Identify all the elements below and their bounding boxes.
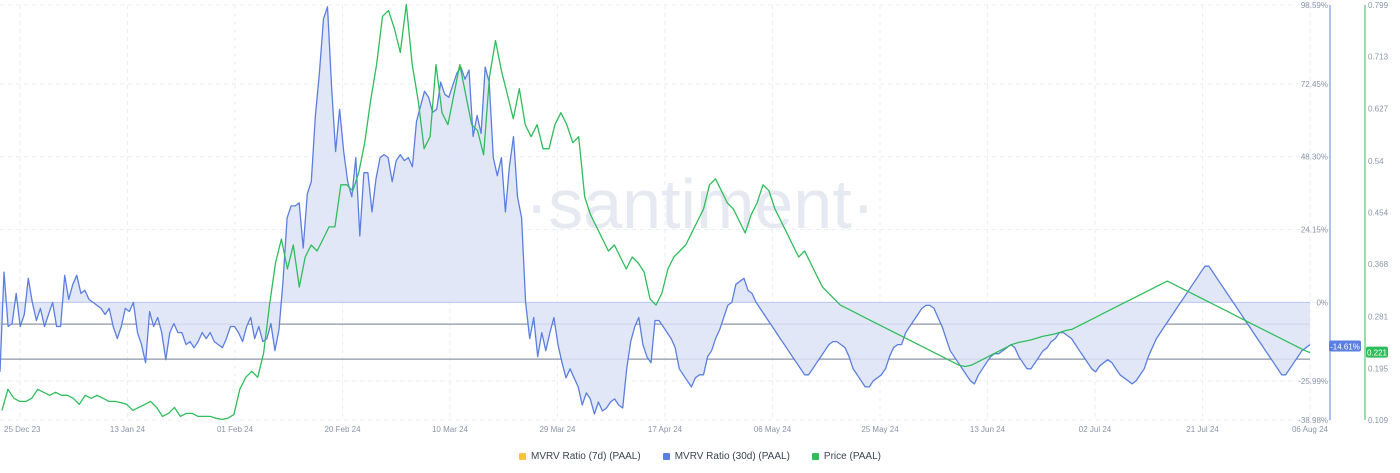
legend-swatch-price	[811, 452, 819, 460]
x-tick-label: 21 Jul 24	[1186, 425, 1219, 434]
left-tick-label: -38.98%	[1298, 416, 1328, 425]
left-tick-label: 72.45%	[1301, 80, 1328, 89]
left-tick-label: -25.99%	[1298, 377, 1328, 386]
x-tick-label: 10 Mar 24	[432, 425, 469, 434]
x-tick-label: 01 Feb 24	[217, 425, 254, 434]
x-tick-label: 25 Dec 23	[4, 425, 41, 434]
right-tick-label: 0.109	[1368, 416, 1389, 425]
price-badge-bg	[1366, 346, 1388, 358]
x-tick-label: 13 Jun 24	[970, 425, 1006, 434]
legend-item-mvrv-7d[interactable]: MVRV Ratio (7d) (PAAL)	[519, 451, 641, 462]
legend-label-price: Price (PAAL)	[823, 450, 881, 462]
mvrv-badge-label: -14.61%	[1330, 342, 1360, 351]
x-tick-label: 13 Jan 24	[110, 425, 146, 434]
mvrv-30d-line	[0, 6, 1311, 415]
legend-label-mvrv-7d: MVRV Ratio (7d) (PAAL)	[531, 450, 641, 462]
x-axis-ticks: 25 Dec 23 13 Jan 24 01 Feb 24 20 Feb 24 10 M…	[4, 425, 1329, 434]
right-tick-label: 0.281	[1368, 313, 1389, 322]
x-tick-label: 20 Feb 24	[324, 425, 361, 434]
x-tick-label: 06 May 24	[754, 425, 792, 434]
mvrv-badge-bg	[1329, 340, 1361, 352]
mvrv-price-chart: ·santiment· 98.59% 72.45% 48.30% 24.15% 0% -2…	[0, 1, 1389, 434]
right-tick-label: 0.454	[1368, 209, 1389, 218]
right-tick-label: 0.368	[1368, 260, 1389, 269]
legend-swatch-mvrv-30d	[662, 452, 670, 460]
right-tick-label: 0.54	[1368, 157, 1384, 166]
x-tick-label: 25 May 24	[861, 425, 899, 434]
legend-item-price[interactable]: Price (PAAL)	[811, 450, 881, 462]
right-tick-label: 0.713	[1368, 53, 1389, 62]
right-axis-ticks: 0.799 0.713 0.627 0.54 0.454 0.368 0.281 0.195 0…	[1368, 1, 1389, 425]
right-tick-label: 0.627	[1368, 104, 1389, 113]
left-tick-label: 24.15%	[1301, 226, 1328, 235]
mvrv-30d-area	[0, 6, 1310, 415]
left-tick-label: 98.59%	[1301, 1, 1328, 10]
x-tick-label: 06 Aug 24	[1292, 425, 1329, 434]
last-value-badges: -14.61% 0.221	[1329, 340, 1388, 358]
x-tick-label: 02 Jul 24	[1079, 425, 1112, 434]
legend: MVRV Ratio (7d) (PAAL) MVRV Ratio (30d) …	[0, 448, 1400, 464]
left-axis-ticks: 98.59% 72.45% 48.30% 24.15% 0% -25.99% -38.98%	[1298, 1, 1328, 425]
price-line	[1, 3, 1311, 421]
left-tick-label: 48.30%	[1301, 153, 1328, 162]
series-group	[0, 3, 1311, 421]
legend-item-mvrv-30d[interactable]: MVRV Ratio (30d) (PAAL)	[662, 450, 790, 462]
right-tick-label: 0.799	[1368, 1, 1389, 10]
x-tick-label: 17 Apr 24	[648, 425, 683, 434]
left-tick-label: 0%	[1316, 298, 1328, 307]
price-badge-label: 0.221	[1367, 349, 1388, 358]
right-tick-label: 0.195	[1368, 364, 1389, 373]
legend-label-mvrv-30d: MVRV Ratio (30d) (PAAL)	[674, 450, 790, 462]
legend-swatch-mvrv-7d	[519, 452, 527, 460]
santiment-watermark: ·santiment·	[525, 165, 875, 243]
x-tick-label: 29 Mar 24	[539, 425, 576, 434]
